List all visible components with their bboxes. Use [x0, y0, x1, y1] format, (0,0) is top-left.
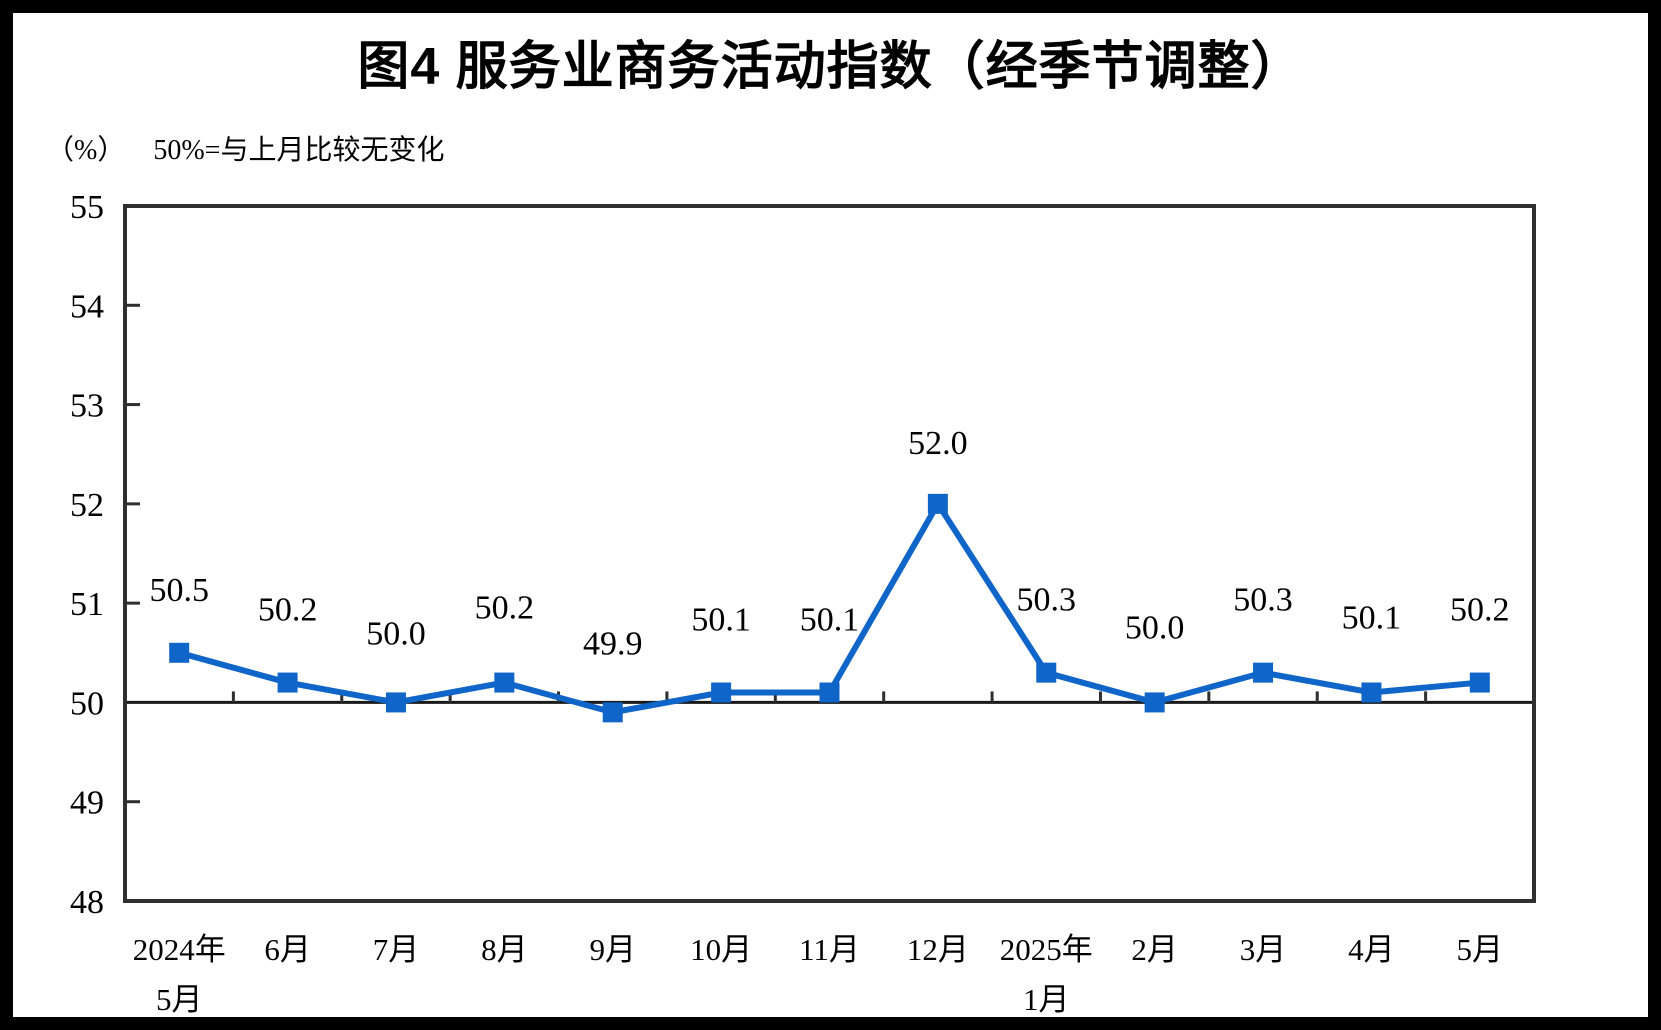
x-axis-label: 3月: [1240, 932, 1287, 967]
data-point-label: 49.9: [583, 625, 643, 662]
data-point-label: 50.1: [1342, 600, 1402, 637]
data-point-marker: [277, 672, 298, 693]
data-point-marker: [169, 642, 190, 663]
x-axis-label: 10月: [690, 932, 752, 967]
data-point-marker: [711, 682, 732, 703]
y-axis-label: 55: [70, 189, 104, 226]
x-axis-label: 6月: [264, 932, 311, 967]
data-point-label: 50.1: [691, 602, 751, 639]
data-point-marker: [1469, 672, 1490, 693]
data-point-marker: [494, 672, 515, 693]
data-point-label: 50.3: [1233, 582, 1293, 619]
chart-subtitle-row: （%） 50%=与上月比较无变化: [46, 128, 444, 168]
chart-sheet: [13, 13, 1648, 1017]
x-axis-label: 2月: [1131, 932, 1178, 967]
x-axis-label: 11月: [799, 932, 860, 967]
data-point-label: 50.2: [258, 592, 318, 629]
data-point-marker: [385, 692, 406, 713]
data-point-label: 50.5: [149, 572, 209, 609]
x-axis-label: 7月: [373, 932, 420, 967]
data-point-label: 50.2: [1450, 592, 1510, 629]
chart-subtitle: 50%=与上月比较无变化: [153, 135, 445, 166]
data-point-marker: [1253, 662, 1274, 683]
chart-title: 图4 服务业商务活动指数（经季节调整）: [357, 38, 1304, 96]
y-axis-label: 50: [70, 685, 104, 722]
y-axis-label: 52: [70, 487, 104, 524]
y-axis-label: 51: [70, 586, 104, 623]
x-axis-label: 12月: [907, 932, 969, 967]
y-axis-label: 53: [70, 388, 104, 425]
data-point-marker: [819, 682, 840, 703]
data-point-marker: [1361, 682, 1382, 703]
x-axis-sublabel: 5月: [156, 982, 203, 1017]
x-axis-label: 5月: [1457, 932, 1504, 967]
data-point-label: 50.3: [1017, 582, 1077, 619]
x-axis-label: 2024年: [133, 932, 226, 967]
x-axis-label: 8月: [481, 932, 528, 967]
data-point-marker: [1036, 662, 1057, 683]
data-point-label: 50.2: [475, 590, 535, 627]
x-axis-label: 9月: [589, 932, 636, 967]
data-point-marker: [927, 493, 948, 514]
x-axis-label: 4月: [1348, 932, 1395, 967]
data-point-label: 50.0: [366, 615, 426, 652]
y-axis-label: 49: [70, 785, 104, 822]
y-axis-label: 54: [70, 288, 104, 325]
y-axis-label: 48: [70, 884, 104, 921]
data-point-label: 52.0: [908, 425, 968, 462]
data-point-marker: [602, 702, 623, 723]
x-axis-sublabel: 1月: [1023, 982, 1070, 1017]
data-point-label: 50.0: [1125, 609, 1185, 646]
data-point-label: 50.1: [800, 602, 860, 639]
data-point-marker: [1144, 692, 1165, 713]
y-axis-unit-label: （%）: [46, 135, 126, 166]
plot-frame: [123, 204, 1536, 903]
x-axis-label: 2025年: [1000, 932, 1093, 967]
